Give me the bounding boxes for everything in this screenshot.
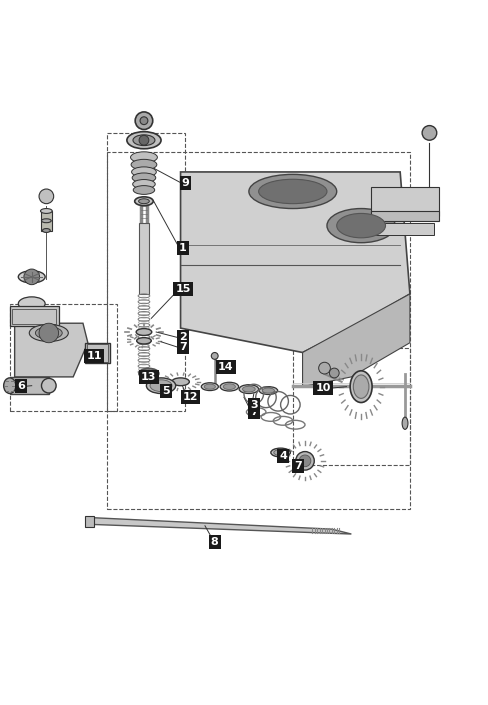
Ellipse shape <box>139 199 149 204</box>
Ellipse shape <box>36 327 62 339</box>
Text: 8: 8 <box>211 537 219 547</box>
Ellipse shape <box>136 329 152 336</box>
Circle shape <box>39 189 54 204</box>
Text: 15: 15 <box>175 284 191 294</box>
Circle shape <box>319 362 330 374</box>
Bar <box>371 211 439 221</box>
Bar <box>87 344 108 362</box>
Ellipse shape <box>259 386 278 395</box>
Bar <box>371 187 439 216</box>
Circle shape <box>299 455 311 467</box>
Ellipse shape <box>135 197 153 206</box>
Ellipse shape <box>137 338 151 344</box>
Ellipse shape <box>42 228 50 233</box>
Ellipse shape <box>353 375 369 398</box>
Ellipse shape <box>337 214 386 238</box>
Ellipse shape <box>41 219 51 223</box>
Text: 7: 7 <box>294 461 302 471</box>
Ellipse shape <box>224 384 235 390</box>
Circle shape <box>140 117 148 125</box>
Ellipse shape <box>132 173 156 183</box>
Ellipse shape <box>150 380 172 391</box>
Bar <box>139 223 149 294</box>
Ellipse shape <box>263 388 274 393</box>
Ellipse shape <box>132 167 156 177</box>
Text: 10: 10 <box>315 383 331 393</box>
Ellipse shape <box>130 152 157 163</box>
Circle shape <box>139 135 149 145</box>
Ellipse shape <box>133 135 155 146</box>
Text: 7: 7 <box>179 342 187 352</box>
Polygon shape <box>15 323 88 377</box>
Circle shape <box>422 125 437 140</box>
Ellipse shape <box>204 384 215 389</box>
Bar <box>293 348 410 465</box>
Polygon shape <box>181 172 410 352</box>
Text: 1: 1 <box>179 243 187 252</box>
Ellipse shape <box>402 417 408 429</box>
Ellipse shape <box>220 382 239 391</box>
Circle shape <box>39 323 59 343</box>
Circle shape <box>24 269 40 285</box>
Ellipse shape <box>127 132 161 149</box>
Text: 3: 3 <box>250 400 258 410</box>
Circle shape <box>329 368 339 378</box>
Ellipse shape <box>133 185 155 195</box>
Ellipse shape <box>29 324 68 341</box>
Text: 14: 14 <box>218 362 234 372</box>
Ellipse shape <box>41 379 56 393</box>
Polygon shape <box>88 517 351 534</box>
Ellipse shape <box>259 179 327 204</box>
Ellipse shape <box>133 180 155 189</box>
Text: 4: 4 <box>279 451 287 461</box>
Text: 2: 2 <box>179 332 187 342</box>
Ellipse shape <box>249 174 337 209</box>
Ellipse shape <box>327 209 395 243</box>
Bar <box>376 223 434 235</box>
Bar <box>12 309 56 324</box>
Ellipse shape <box>146 378 176 393</box>
Bar <box>107 152 410 509</box>
Circle shape <box>135 112 153 130</box>
Bar <box>107 133 185 411</box>
Ellipse shape <box>274 450 287 455</box>
Ellipse shape <box>243 386 255 392</box>
Text: 13: 13 <box>141 372 157 382</box>
Text: 6: 6 <box>17 381 25 391</box>
Text: 12: 12 <box>183 392 198 402</box>
Ellipse shape <box>19 271 45 283</box>
Ellipse shape <box>202 383 219 391</box>
Ellipse shape <box>3 378 16 393</box>
Ellipse shape <box>19 297 45 310</box>
Bar <box>10 304 117 411</box>
Text: 9: 9 <box>182 178 189 188</box>
Text: 7: 7 <box>250 407 258 417</box>
Text: 11: 11 <box>86 351 102 362</box>
Ellipse shape <box>131 159 157 170</box>
Bar <box>85 343 110 363</box>
Bar <box>10 306 59 326</box>
Polygon shape <box>303 294 410 386</box>
Ellipse shape <box>172 378 189 386</box>
Polygon shape <box>10 377 49 394</box>
Ellipse shape <box>296 452 314 470</box>
Circle shape <box>211 352 218 360</box>
Ellipse shape <box>41 209 52 214</box>
Bar <box>85 516 94 527</box>
Text: 5: 5 <box>162 386 170 396</box>
Ellipse shape <box>239 385 259 393</box>
Ellipse shape <box>271 448 290 457</box>
Bar <box>41 211 52 231</box>
Ellipse shape <box>350 371 372 403</box>
